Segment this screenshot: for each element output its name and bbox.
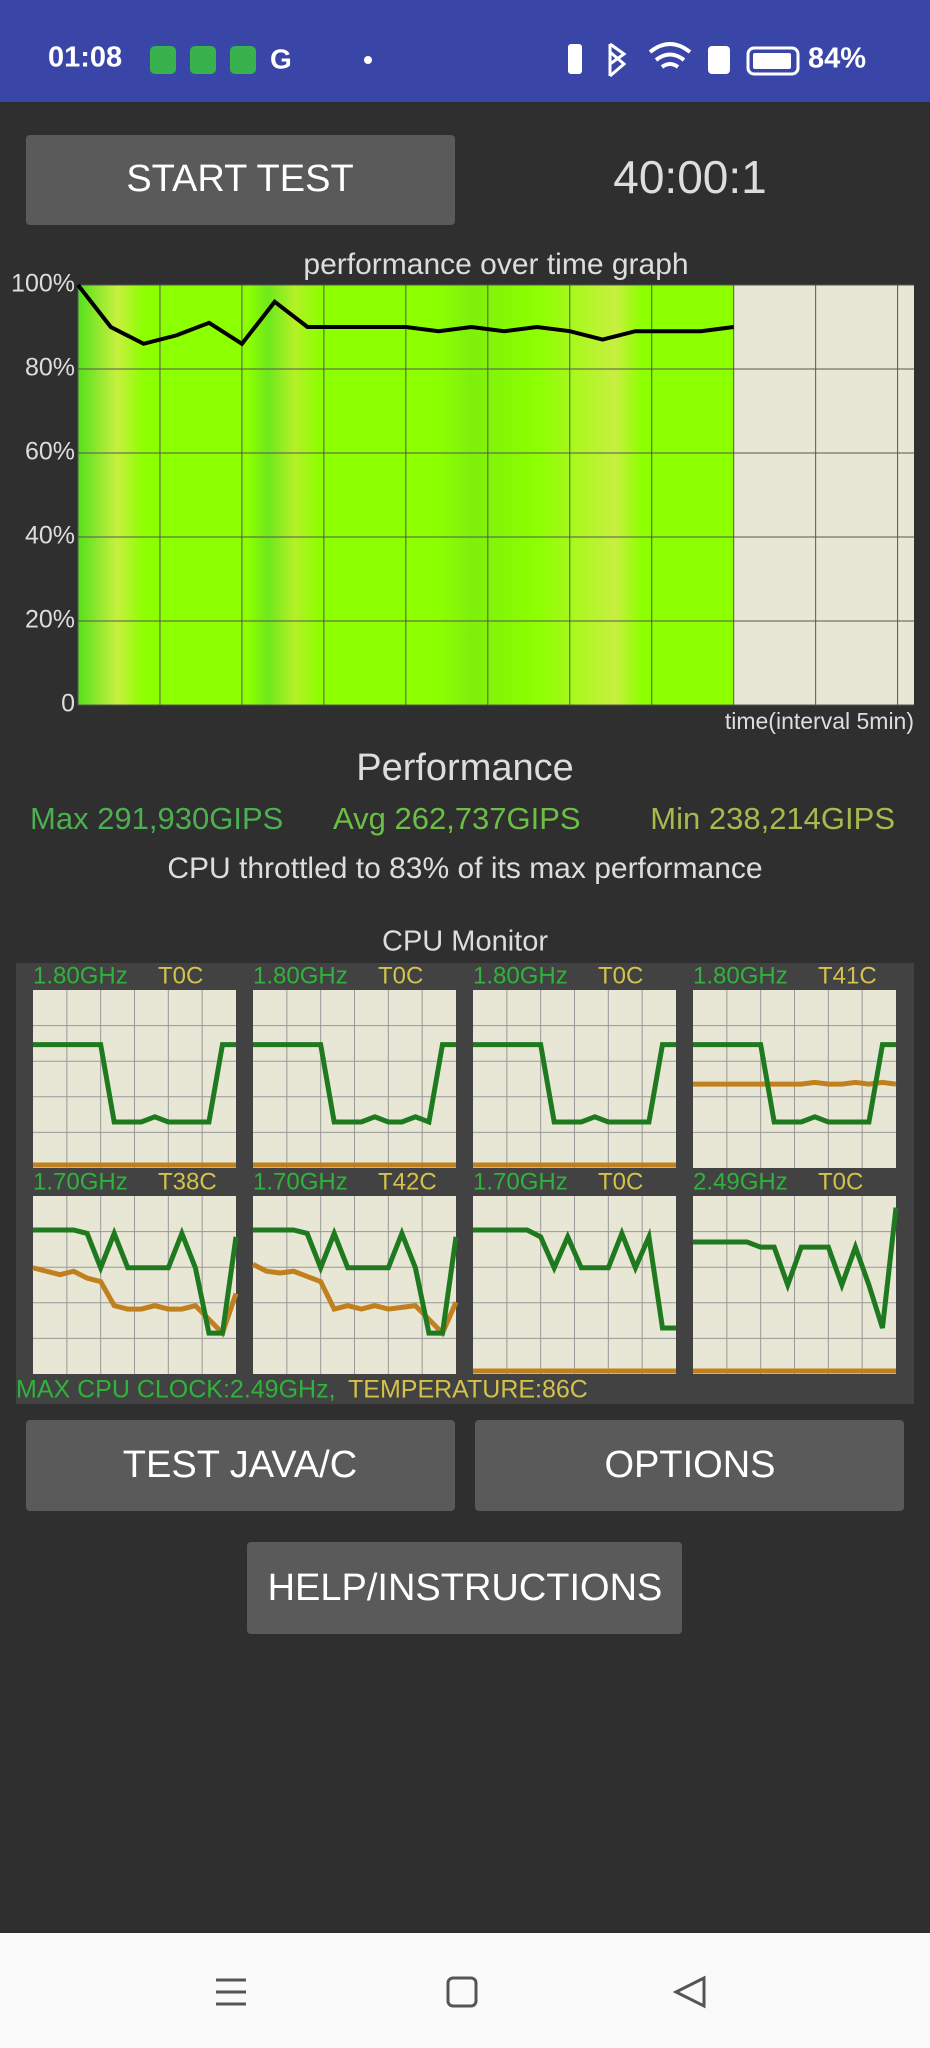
core-temperature: T0C [598, 962, 643, 989]
core-temperature: T0C [818, 1168, 863, 1195]
y-tick-label: 20% [25, 606, 75, 634]
core-temperature: T0C [158, 962, 203, 989]
y-tick-label: 0 [61, 690, 75, 718]
core-frequency: 1.70GHz [33, 1168, 128, 1195]
y-tick-label: 80% [25, 354, 75, 382]
cpu-monitor-title: CPU Monitor [382, 926, 548, 958]
core-temperature: T38C [158, 1168, 217, 1195]
core-temperature-line [693, 1079, 897, 1087]
help-button[interactable]: HELP/INSTRUCTIONS [247, 1542, 682, 1634]
status-icons: G [150, 42, 800, 78]
navigation-bar [0, 1933, 930, 2048]
core-temperature: T0C [598, 1168, 643, 1195]
core-frequency-line [693, 1207, 899, 1329]
status-bar [0, 0, 930, 102]
core-temperature: T41C [818, 962, 877, 989]
core-frequency-line [693, 1042, 896, 1125]
throttle-note: CPU throttled to 83% of its max performa… [167, 852, 762, 885]
core-frequency-line [33, 1226, 239, 1336]
y-tick-label: 60% [25, 438, 75, 466]
core-frequency-line [473, 1042, 676, 1125]
core-frequency: 1.70GHz [253, 1168, 348, 1195]
core-frequency: 1.80GHz [473, 962, 568, 989]
start-button-label[interactable]: START TEST [126, 158, 353, 200]
test-java-label[interactable]: TEST JAVA/C [123, 1444, 357, 1486]
start-button[interactable]: START TEST [26, 135, 455, 225]
max-score: Max 291,930GIPS [30, 801, 283, 836]
min-score: Min 238,214GIPS [650, 801, 895, 836]
core-temperature: T42C [378, 1168, 437, 1195]
core-frequency: 1.80GHz [33, 962, 128, 989]
core-frequency: 1.80GHz [693, 962, 788, 989]
max-cpu-clock: MAX CPU CLOCK:2.49GHz, [16, 1376, 336, 1404]
test-java-button[interactable]: TEST JAVA/C [26, 1420, 455, 1511]
options-label[interactable]: OPTIONS [604, 1444, 775, 1486]
home-button[interactable] [446, 1976, 478, 2008]
core-frequency-line [253, 1226, 459, 1336]
core-frequency-line [33, 1042, 236, 1125]
status-time: 01:08 [48, 42, 122, 74]
y-tick-label: 40% [25, 522, 75, 550]
performance-graph: performance over time graph time(interva… [11, 248, 914, 734]
core-frequency: 1.70GHz [473, 1168, 568, 1195]
performance-line [76, 283, 734, 347]
back-button[interactable] [672, 1975, 706, 2009]
max-temperature: TEMPERATURE:86C [348, 1376, 588, 1404]
core-temperature: T0C [378, 962, 423, 989]
cpu-graphs: 1.80GHz T0C 1.80GHz T0C 1.80GHz T0C 1.80GHz T41… [32, 962, 899, 1374]
core-frequency-line [253, 1042, 456, 1126]
x-axis-label: time(interval 5min) [725, 708, 914, 734]
core-frequency: 1.80GHz [253, 962, 348, 989]
svg-text:G: G [270, 43, 292, 74]
core-frequency: 2.49GHz [693, 1168, 788, 1195]
graph-title: performance over time graph [303, 248, 688, 281]
timer: 40:00:1 [613, 151, 766, 203]
battery-level: 84% [808, 43, 866, 75]
avg-score: Avg 262,737GIPS [333, 801, 581, 836]
performance-title: Performance [356, 747, 574, 789]
y-tick-label: 100% [11, 270, 75, 298]
core-frequency-line [473, 1226, 676, 1331]
options-button[interactable]: OPTIONS [475, 1420, 904, 1511]
menu-button[interactable] [216, 1978, 246, 2006]
help-label[interactable]: HELP/INSTRUCTIONS [268, 1567, 663, 1609]
